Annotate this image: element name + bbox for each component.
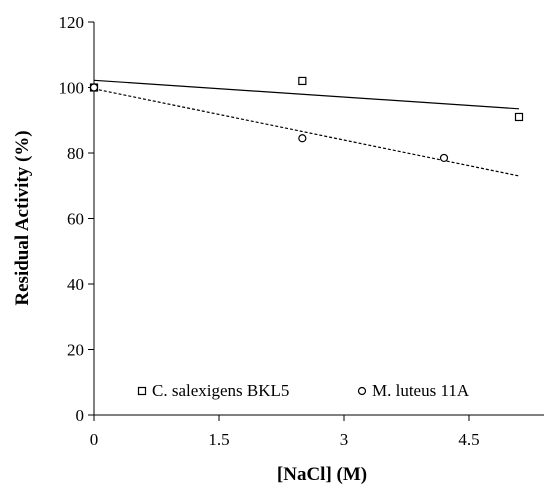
tick-labels: 0 20 40 60 80 100 120 0 1.5 3 4.5	[59, 13, 480, 449]
x-tick-label: 0	[90, 430, 99, 449]
y-axis-title: Residual Activity (%)	[12, 130, 33, 305]
legend: C. salexigens BKL5 M. luteus 11A	[137, 381, 470, 400]
legend-label-1: M. luteus 11A	[372, 381, 470, 400]
y-tick-label: 0	[76, 406, 85, 425]
legend-label-0: C. salexigens BKL5	[152, 381, 289, 400]
y-tick-label: 60	[67, 210, 84, 229]
data-point-series-1	[298, 134, 307, 143]
x-axis-title: [NaCl] (M)	[277, 464, 367, 485]
x-tick-label: 3	[340, 430, 349, 449]
legend-marker-0	[137, 386, 147, 396]
y-tick-label: 20	[67, 341, 84, 360]
data-point-series-0	[298, 76, 307, 86]
trendlines	[93, 79, 520, 177]
trendline-series-0	[93, 79, 520, 110]
x-tick-label: 1.5	[208, 430, 229, 449]
data-points	[89, 76, 524, 163]
data-point-series-1	[439, 153, 449, 163]
y-tick-label: 80	[67, 144, 84, 163]
data-point-series-1	[89, 83, 99, 92]
legend-marker-1	[357, 386, 367, 396]
y-tick-label: 120	[59, 13, 85, 32]
trendline-series-1	[93, 88, 520, 177]
axes	[88, 21, 544, 421]
data-point-series-0	[514, 112, 524, 122]
x-tick-label: 4.5	[458, 430, 479, 449]
y-tick-label: 40	[67, 275, 84, 294]
y-tick-label: 100	[59, 79, 85, 98]
